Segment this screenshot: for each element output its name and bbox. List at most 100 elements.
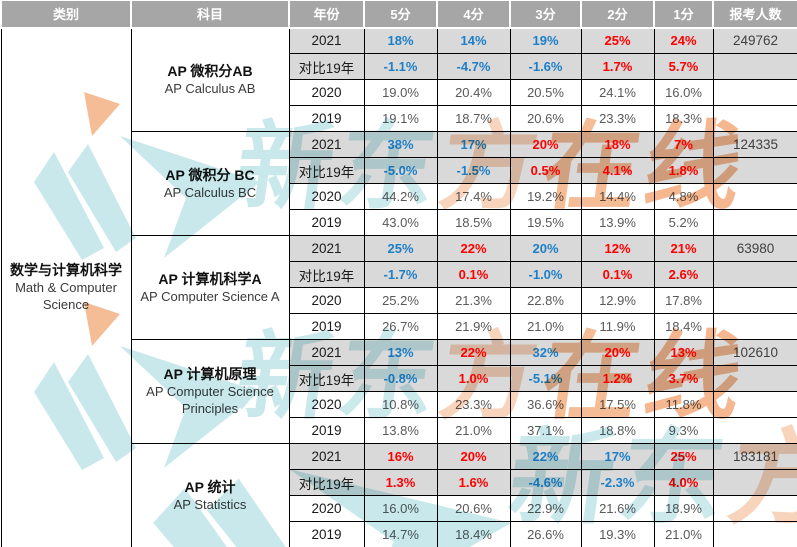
- header-year: 年份: [288, 0, 365, 29]
- year-cell: 2021: [288, 27, 365, 54]
- score-value-cell: 1.8%: [653, 157, 714, 184]
- score-value-cell: 17%: [580, 443, 655, 470]
- score-value-cell: 26.7%: [363, 313, 438, 340]
- year-cell: 2021: [288, 235, 365, 262]
- score-value-cell: 16.0%: [653, 79, 714, 106]
- score-value-cell: 21.3%: [436, 287, 511, 314]
- subject-name-zh: AP 微积分AB: [167, 62, 253, 79]
- score-value-cell: 17%: [436, 131, 511, 158]
- score-value-cell: 0.1%: [436, 261, 511, 288]
- score-value-cell: 22%: [436, 235, 511, 262]
- table-row: 2019 26.7% 21.9% 21.0% 11.9% 18.4%: [1, 313, 797, 340]
- score-value-cell: 22.9%: [509, 495, 582, 522]
- subject-name-zh: AP 统计: [184, 478, 236, 495]
- score-value-cell: 20.6%: [436, 495, 511, 522]
- category-cell: 数学与计算机科学 Math & Computer Science: [0, 27, 132, 547]
- table-row: 对比19年 -1.1% -4.7% -1.6% 1.7% 5.7%: [1, 53, 797, 80]
- score-value-cell: 18.9%: [653, 495, 714, 522]
- score-value-cell: 5.7%: [653, 53, 714, 80]
- score-value-cell: 16.0%: [363, 495, 438, 522]
- score-value-cell: -4.7%: [436, 53, 511, 80]
- candidates-cell: [712, 417, 797, 444]
- score-value-cell: 18%: [363, 27, 438, 54]
- score-value-cell: 43.0%: [363, 209, 438, 236]
- score-value-cell: 19.0%: [363, 79, 438, 106]
- year-cell: 2019: [288, 417, 365, 444]
- subject-name-en: AP Calculus BC: [163, 184, 257, 200]
- year-cell: 2021: [288, 443, 365, 470]
- score-value-cell: -2.3%: [580, 469, 655, 496]
- score-value-cell: 20%: [509, 235, 582, 262]
- score-value-cell: 18.7%: [436, 105, 511, 132]
- subject-cell: AP 统计 AP Statistics: [130, 443, 290, 547]
- score-value-cell: 12%: [580, 235, 655, 262]
- score-value-cell: 22.8%: [509, 287, 582, 314]
- year-cell: 2021: [288, 131, 365, 158]
- score-value-cell: 22%: [509, 443, 582, 470]
- score-value-cell: 1.2%: [580, 365, 655, 392]
- category-name-zh: 数学与计算机科学: [10, 262, 122, 279]
- score-value-cell: 9.3%: [653, 417, 714, 444]
- score-value-cell: 19.2%: [509, 183, 582, 210]
- year-cell: 2021: [288, 339, 365, 366]
- score-value-cell: 20%: [509, 131, 582, 158]
- year-cell: 2019: [288, 105, 365, 132]
- score-value-cell: 14%: [436, 27, 511, 54]
- year-cell: 2019: [288, 209, 365, 236]
- score-value-cell: 11.9%: [580, 313, 655, 340]
- score-value-cell: -1.7%: [363, 261, 438, 288]
- year-cell: 对比19年: [288, 469, 365, 496]
- score-value-cell: 4.8%: [653, 183, 714, 210]
- table-row: 2020 19.0% 20.4% 20.5% 24.1% 16.0%: [1, 79, 797, 106]
- score-value-cell: 21.0%: [509, 313, 582, 340]
- subject-cell: AP 微积分 BC AP Calculus BC: [130, 131, 290, 236]
- score-value-cell: 19.5%: [509, 209, 582, 236]
- header-candidates: 报考人数: [712, 0, 797, 29]
- score-value-cell: 20%: [436, 443, 511, 470]
- score-value-cell: 21.9%: [436, 313, 511, 340]
- score-value-cell: 25%: [363, 235, 438, 262]
- score-value-cell: 14.7%: [363, 521, 438, 547]
- score-value-cell: -0.8%: [363, 365, 438, 392]
- header-score-3: 3分: [509, 0, 582, 29]
- subject-name-en: AP Computer Science Principles: [146, 384, 274, 416]
- header-score-1: 1分: [653, 0, 714, 29]
- score-value-cell: 38%: [363, 131, 438, 158]
- table-body: 数学与计算机科学 Math & Computer Science AP 微积分AB A…: [0, 27, 797, 547]
- score-value-cell: 17.4%: [436, 183, 511, 210]
- score-value-cell: 23.3%: [436, 391, 511, 418]
- score-value-cell: 37.1%: [509, 417, 582, 444]
- subject-name-en: AP Calculus AB: [164, 80, 256, 96]
- score-value-cell: 5.2%: [653, 209, 714, 236]
- score-value-cell: 22%: [436, 339, 511, 366]
- subject-cell: AP 计算机原理 AP Computer Science Principles: [130, 339, 290, 444]
- score-value-cell: -4.6%: [509, 469, 582, 496]
- score-value-cell: 13%: [653, 339, 714, 366]
- score-value-cell: -1.6%: [509, 53, 582, 80]
- candidates-cell: [712, 209, 797, 236]
- year-cell: 2020: [288, 287, 365, 314]
- score-value-cell: 2.6%: [653, 261, 714, 288]
- score-value-cell: 4.1%: [580, 157, 655, 184]
- score-value-cell: 18%: [580, 131, 655, 158]
- year-cell: 对比19年: [288, 365, 365, 392]
- score-value-cell: 18.4%: [653, 313, 714, 340]
- candidates-cell: [712, 261, 797, 288]
- score-value-cell: 12.9%: [580, 287, 655, 314]
- candidates-cell: [712, 53, 797, 80]
- score-value-cell: 13%: [363, 339, 438, 366]
- header-category: 类别: [0, 0, 132, 29]
- score-value-cell: -1.1%: [363, 53, 438, 80]
- table-row: 数学与计算机科学 Math & Computer Science AP 微积分AB A…: [0, 27, 797, 547]
- score-value-cell: 13.9%: [580, 209, 655, 236]
- table-row: 2019 19.1% 18.7% 20.6% 23.3% 18.3%: [1, 105, 797, 132]
- year-cell: 对比19年: [288, 157, 365, 184]
- year-cell: 对比19年: [288, 261, 365, 288]
- score-value-cell: 14.4%: [580, 183, 655, 210]
- table-row: 对比19年 -5.0% -1.5% 0.5% 4.1% 1.8%: [1, 157, 797, 184]
- candidates-cell: [712, 287, 797, 314]
- candidates-cell: 124335: [712, 131, 797, 158]
- subject-name-zh: AP 微积分 BC: [165, 166, 255, 183]
